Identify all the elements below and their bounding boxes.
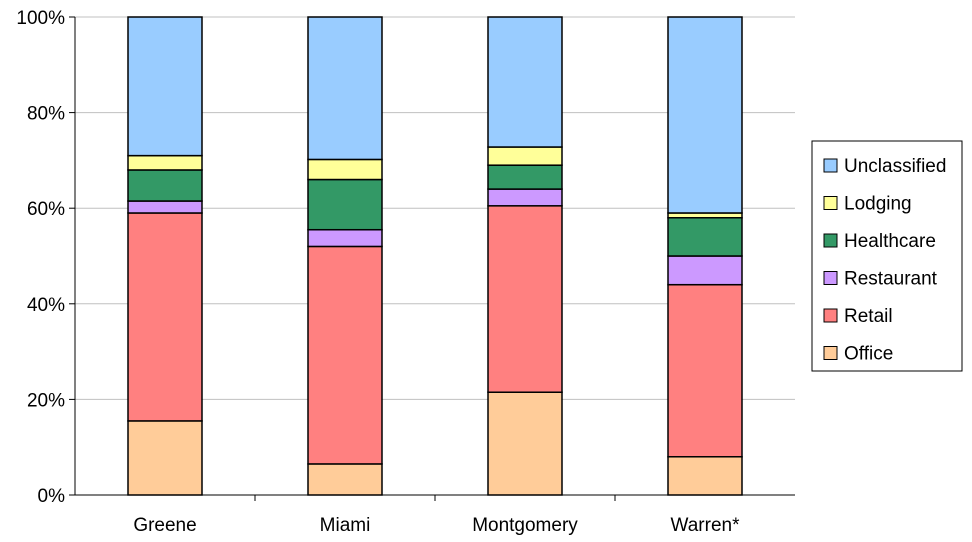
- legend-label-unclassified: Unclassified: [844, 156, 946, 177]
- bar-segment-office-greene: [127, 420, 203, 496]
- bar-segment-retail-montgomery: [487, 205, 563, 393]
- y-tick-label: 20%: [27, 390, 65, 411]
- bar-segment-retail-greene: [127, 212, 203, 422]
- legend-swatch-restaurant: [823, 271, 838, 285]
- legend-label-lodging: Lodging: [844, 194, 912, 215]
- legend-label-office: Office: [844, 344, 893, 365]
- x-tick-label: Greene: [133, 515, 196, 536]
- y-tick-label: 0%: [38, 486, 66, 507]
- bar-segment-restaurant-miami: [307, 228, 383, 248]
- bar-segment-restaurant-greene: [127, 200, 203, 214]
- x-tick-label: Miami: [320, 515, 371, 536]
- bar-segment-healthcare-montgomery: [487, 164, 563, 190]
- legend-swatch-retail: [823, 308, 838, 323]
- bar-segment-office-warren: [667, 456, 743, 496]
- legend-swatch-healthcare: [823, 233, 838, 248]
- legend-box: [811, 140, 963, 372]
- legend-label-restaurant: Restaurant: [844, 269, 938, 290]
- y-tick-label: 60%: [27, 199, 65, 220]
- bar-segment-restaurant-warren: [667, 255, 743, 286]
- legend-swatch-unclassified: [823, 158, 838, 173]
- bar-segment-healthcare-miami: [307, 178, 383, 231]
- bar-segment-lodging-greene: [127, 154, 203, 171]
- bar-segment-retail-miami: [307, 245, 383, 465]
- bar-segment-retail-warren: [667, 283, 743, 458]
- bar-segment-unclassified-miami: [307, 16, 383, 161]
- y-tick-label: 40%: [27, 295, 65, 316]
- y-tick-label: 80%: [27, 104, 65, 125]
- x-tick-label: Montgomery: [472, 515, 578, 536]
- bar-segment-healthcare-greene: [127, 169, 203, 202]
- bar-segment-unclassified-greene: [127, 16, 203, 157]
- bar-segment-healthcare-warren: [667, 217, 743, 257]
- bar-segment-lodging-miami: [307, 158, 383, 181]
- legend-swatch-office: [823, 346, 838, 360]
- bar-segment-office-montgomery: [487, 391, 563, 496]
- legend-label-healthcare: Healthcare: [844, 231, 936, 252]
- bar-segment-restaurant-montgomery: [487, 188, 563, 207]
- bar-segment-office-miami: [307, 463, 383, 496]
- y-tick-label: 100%: [16, 8, 65, 29]
- bar-segment-lodging-montgomery: [487, 146, 563, 166]
- legend-swatch-lodging: [823, 196, 838, 210]
- bar-segment-unclassified-warren: [667, 16, 743, 214]
- legend-label-retail: Retail: [844, 306, 893, 327]
- x-tick-label: Warren*: [671, 515, 741, 536]
- bar-segment-unclassified-montgomery: [487, 16, 563, 148]
